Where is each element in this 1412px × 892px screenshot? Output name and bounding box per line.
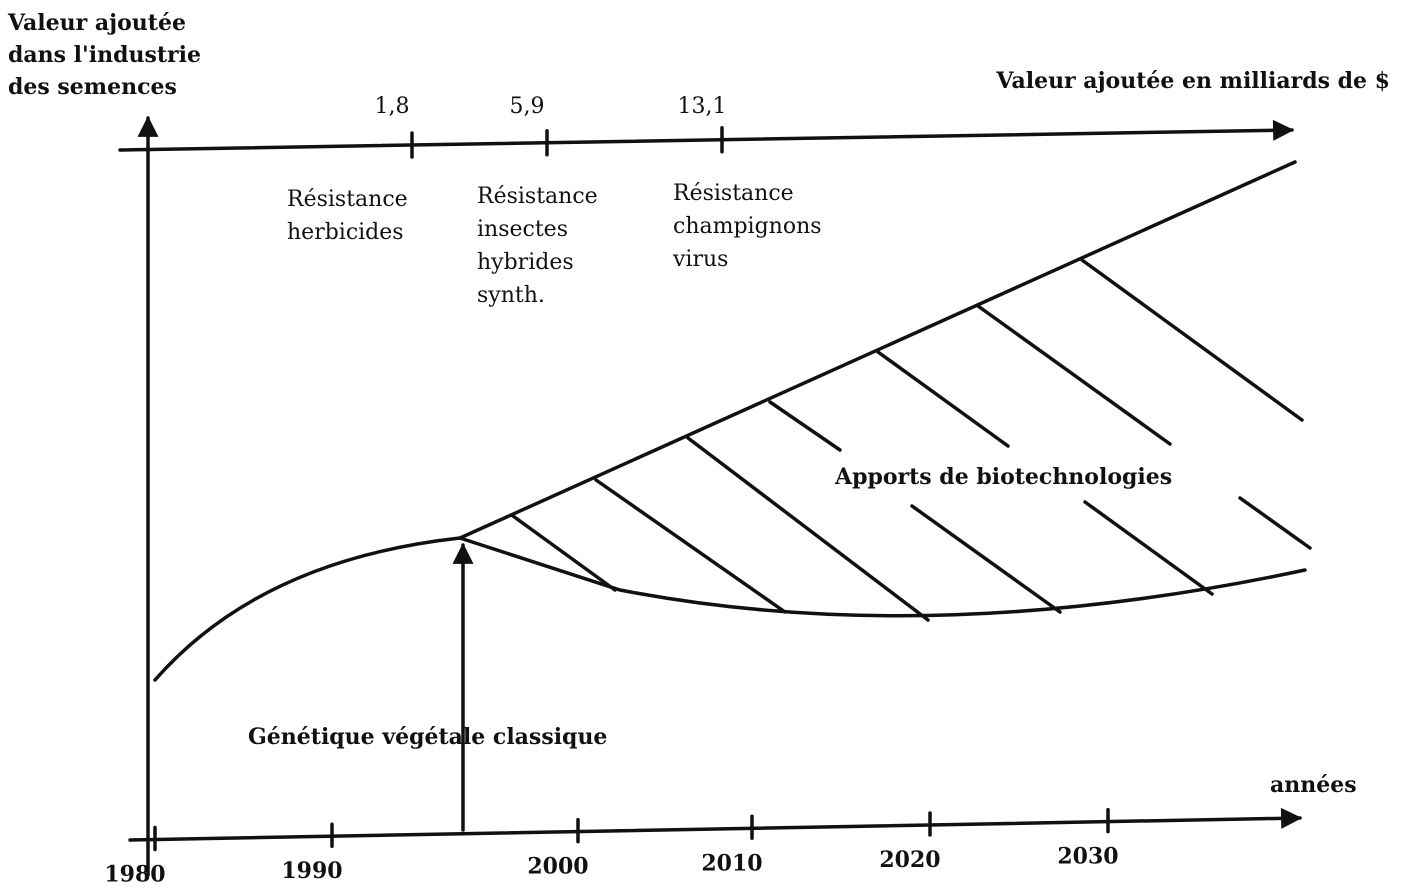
- region-label: Apports de biotechnologies: [834, 464, 1172, 490]
- milestone-label: insectes: [477, 217, 568, 242]
- curves: [153, 160, 1312, 832]
- milestone-label: Résistance: [477, 184, 598, 209]
- axes: [118, 115, 1303, 877]
- top-tick-label: 1,8: [375, 94, 410, 119]
- top-axis-title: Valeur ajoutée en milliards de $: [995, 68, 1390, 94]
- classic-curve: [153, 536, 462, 682]
- milestone-label: Résistance: [673, 181, 794, 206]
- milestone-label: virus: [672, 247, 728, 272]
- milestone-label: synth.: [477, 283, 545, 308]
- milestone-label: Résistance: [287, 187, 408, 212]
- hatching: [511, 258, 1312, 622]
- y-axis-title: dans l'industrie: [8, 42, 201, 68]
- upper-line: [458, 160, 1297, 540]
- milestone-label: herbicides: [287, 220, 404, 245]
- x-tick-label: 2030: [1057, 844, 1118, 870]
- x-axis-title: années: [1270, 772, 1357, 798]
- lower-curve: [458, 536, 1307, 618]
- y-axis-title: des semences: [8, 74, 177, 100]
- x-tick-label: 2020: [879, 847, 940, 873]
- top-tick-label: 5,9: [510, 94, 545, 119]
- top-tick-label: 13,1: [678, 94, 727, 119]
- x-tick-label: 2010: [701, 850, 762, 876]
- x-axis: [128, 807, 1303, 842]
- labels: Valeur ajoutée dans l'industrie des semenc…: [7, 10, 1390, 888]
- x-tick-label: 1990: [281, 858, 342, 884]
- region-label: Génétique végétale classique: [248, 724, 607, 750]
- milestone-label: hybrides: [477, 250, 574, 275]
- top-axis: [118, 119, 1295, 152]
- x-tick-label: 1980: [104, 862, 165, 888]
- milestone-label: champignons: [673, 214, 822, 239]
- x-tick-label: 2000: [527, 854, 588, 880]
- y-axis-title: Valeur ajoutée: [7, 10, 186, 36]
